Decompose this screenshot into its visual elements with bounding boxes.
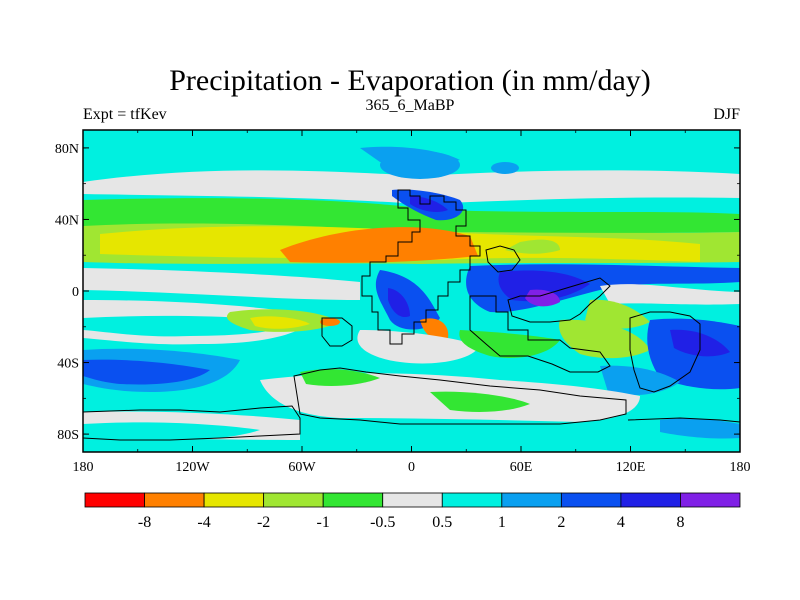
axis-ticks xyxy=(82,130,741,452)
y-tick-label: 80S xyxy=(57,428,79,443)
colorbar-label: -4 xyxy=(197,514,210,531)
x-tick-label: 60E xyxy=(510,460,533,475)
colorbar-swatch xyxy=(203,492,265,508)
x-tick-label: 0 xyxy=(408,460,415,475)
x-tick-label: 180 xyxy=(730,460,751,475)
colorbar-swatch xyxy=(441,492,503,508)
colorbar-label: -2 xyxy=(257,514,270,531)
x-tick-label: 60W xyxy=(288,460,316,475)
colorbar-label: 8 xyxy=(676,514,684,531)
x-tick-label: 120W xyxy=(175,460,210,475)
colorbar-swatch xyxy=(620,492,681,508)
period-label: 365_6_MaBP xyxy=(366,97,455,114)
colorbar-label: 1 xyxy=(498,514,506,531)
colorbar-swatch xyxy=(501,492,562,508)
colorbar-swatch xyxy=(263,492,324,508)
colorbar-swatch xyxy=(560,492,622,508)
colorbar-label: -0.5 xyxy=(370,514,395,531)
y-tick-label: 0 xyxy=(72,285,79,300)
x-tick-label: 180 xyxy=(73,460,94,475)
colorbar-swatch xyxy=(680,492,741,508)
season-label: DJF xyxy=(713,106,740,123)
expt-label: Expt = tfKev xyxy=(83,106,167,123)
y-tick-label: 40N xyxy=(55,213,79,228)
map-field xyxy=(83,130,740,452)
y-tick-label: 40S xyxy=(57,357,79,372)
x-tick-label: 120E xyxy=(616,460,646,475)
colorbar-label: 4 xyxy=(617,514,625,531)
colorbar-label: -8 xyxy=(138,514,151,531)
colorbar-label: 0.5 xyxy=(432,514,452,531)
colorbar-swatch xyxy=(144,492,205,508)
colorbar-swatch xyxy=(84,492,145,508)
colorbar-swatch xyxy=(322,492,384,508)
axis-labels: 180 120W 60W 0 60E 120E 180 80N 40N 0 40S 80S xyxy=(55,142,751,475)
colorbar-label: -1 xyxy=(317,514,330,531)
colorbar: -8 -4 -2 -1 -0.5 0.5 1 2 4 8 xyxy=(84,492,741,531)
y-tick-label: 80N xyxy=(55,142,79,157)
colorbar-swatch xyxy=(382,492,443,508)
chart-title: Precipitation - Evaporation (in mm/day) xyxy=(169,64,651,97)
colorbar-label: 2 xyxy=(557,514,565,531)
